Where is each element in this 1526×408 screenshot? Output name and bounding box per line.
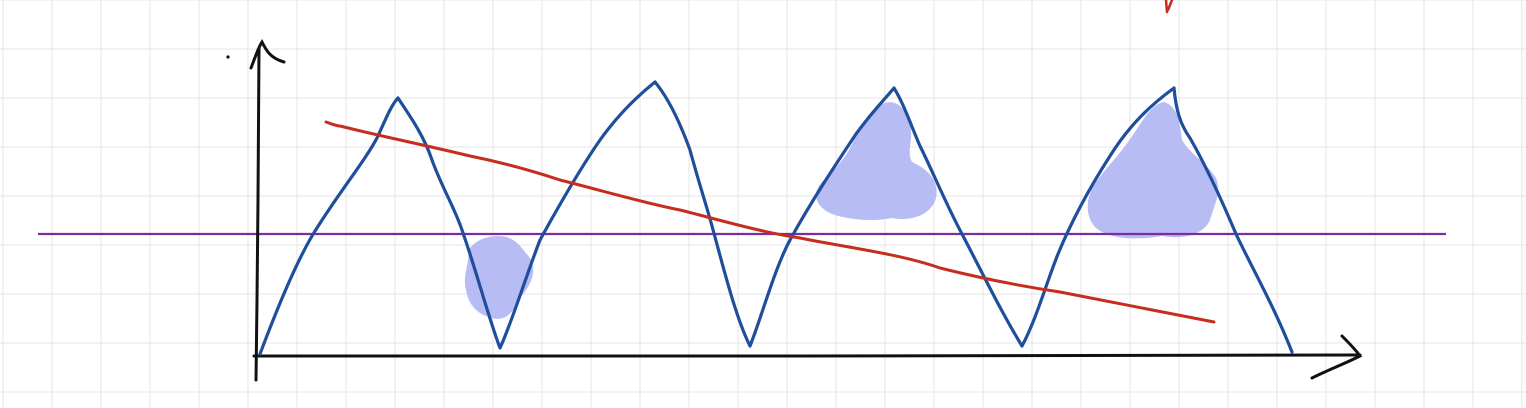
highlight-blob-peak-3 bbox=[816, 102, 937, 221]
highlight-blob-peak-4 bbox=[1087, 102, 1219, 239]
axes-group bbox=[226, 39, 1363, 382]
downward-trend-line bbox=[324, 120, 1216, 324]
y-axis-arrowhead bbox=[249, 39, 286, 70]
x-axis-arrowhead bbox=[1310, 334, 1363, 380]
red-tick-mark bbox=[1164, 0, 1174, 14]
pen-dot bbox=[226, 55, 230, 59]
x-axis-line bbox=[252, 353, 1362, 358]
oscillating-wave-line bbox=[258, 80, 1294, 356]
highlight-group bbox=[464, 102, 1219, 319]
y-axis-line bbox=[254, 46, 261, 382]
highlight-blob-trough-1 bbox=[464, 236, 534, 319]
